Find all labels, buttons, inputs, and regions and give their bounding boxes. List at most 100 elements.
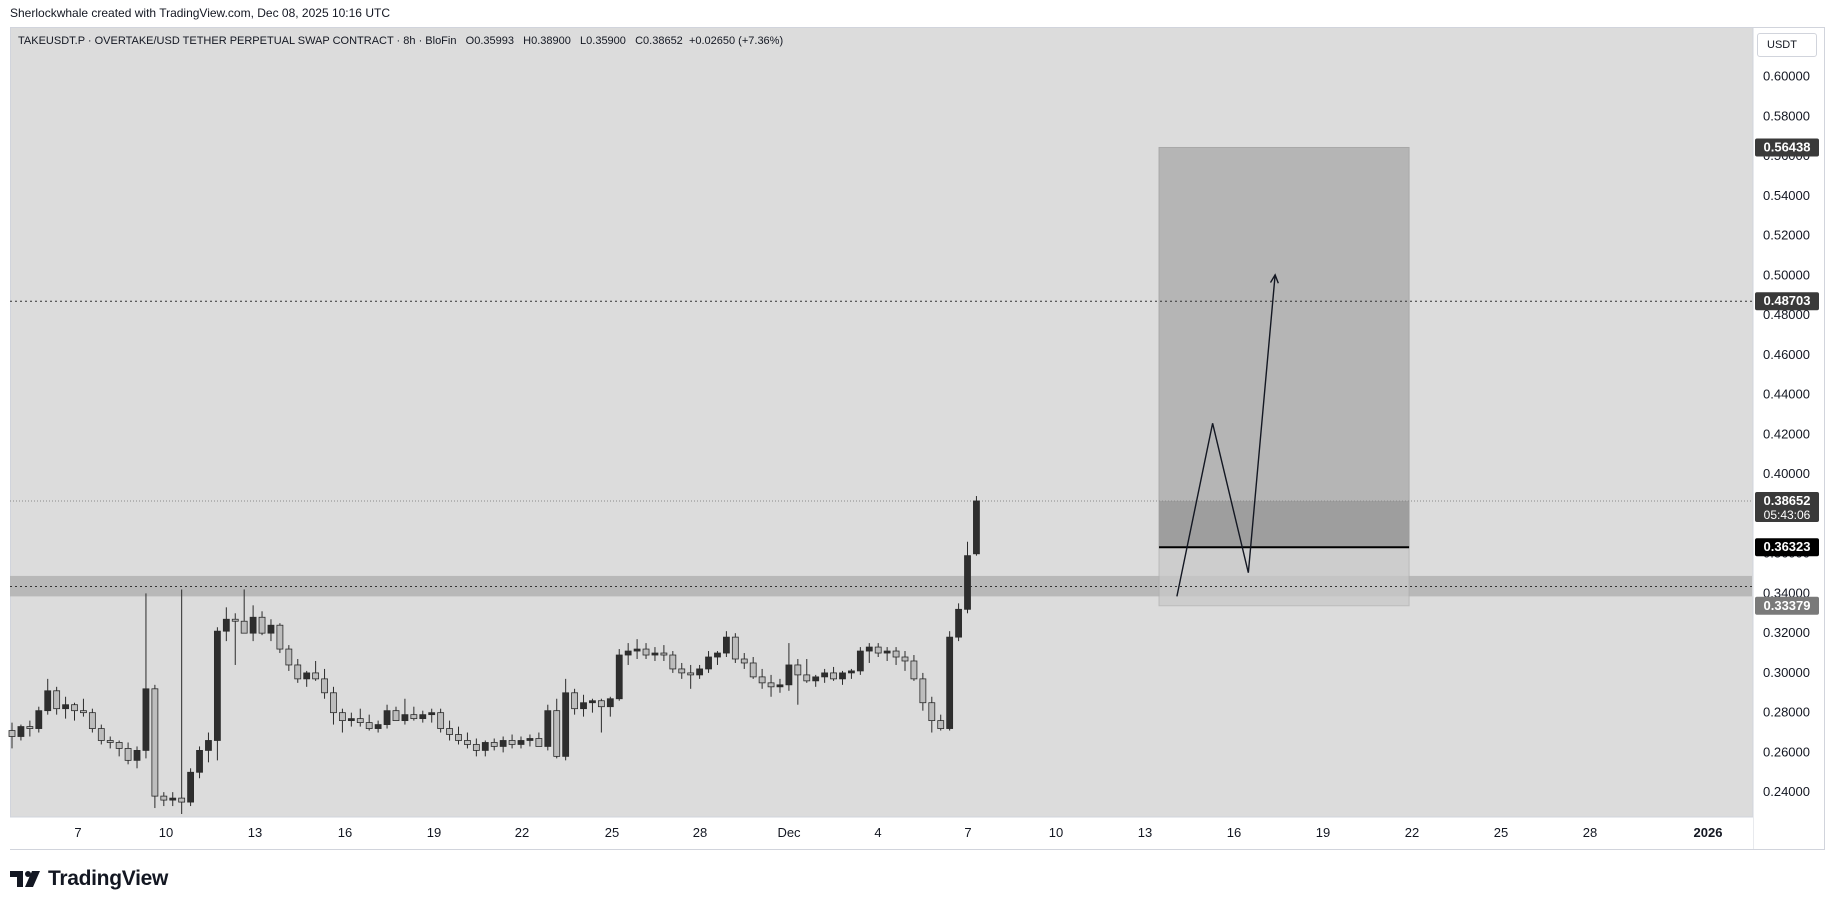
candle-body-up	[883, 650, 891, 654]
candle-body-down	[767, 682, 775, 688]
candle-body-down	[901, 656, 909, 662]
candle-body-up	[142, 688, 150, 751]
countdown-label-text: 05:43:06	[1764, 508, 1811, 522]
candle-93	[839, 670, 846, 685]
candle-body-up	[401, 714, 409, 722]
candle-body-up	[973, 500, 980, 555]
candle-95	[856, 647, 864, 675]
candle-12	[115, 740, 123, 757]
candle-104	[937, 714, 945, 731]
candle-73	[660, 645, 668, 661]
currency-selector-button[interactable]: USDT	[1757, 33, 1817, 57]
position-open-pnl-zone	[1159, 500, 1410, 548]
candle-body-down	[490, 742, 498, 747]
candle-26	[240, 589, 248, 634]
chart-pane[interactable]	[10, 27, 1825, 850]
candle-body-up	[955, 608, 962, 638]
candle-body-down	[642, 648, 650, 656]
candle-87	[785, 643, 793, 691]
candle-body-down	[446, 728, 453, 735]
candle-body-down	[892, 650, 900, 658]
symbol-description: TAKEUSDT.P · OVERTAKE/USD TETHER PERPETU…	[18, 35, 457, 47]
candle-7	[71, 702, 78, 721]
candle-92	[830, 666, 837, 681]
candle-body-down	[687, 672, 695, 676]
candle-80	[723, 631, 730, 658]
candle-body-down	[285, 648, 293, 666]
candle-91	[821, 668, 829, 683]
tradingview-brand[interactable]: TradingView	[10, 866, 168, 892]
price-label-box	[1755, 292, 1819, 311]
candle-40	[365, 714, 373, 731]
candle-body-down	[339, 712, 346, 722]
candle-53	[481, 740, 489, 757]
candle-32	[294, 658, 302, 683]
candle-103	[928, 696, 936, 733]
candle-body-up	[544, 710, 552, 747]
candle-body-down	[678, 668, 686, 674]
candle-96	[865, 643, 873, 663]
candle-29	[267, 619, 275, 642]
candle-61	[553, 698, 561, 759]
candle-body-up	[839, 672, 846, 680]
time-tick-label: 7	[74, 825, 81, 840]
time-tick-label: 10	[1049, 825, 1063, 840]
candle-body-down	[455, 734, 462, 741]
candle-0	[8, 722, 16, 749]
candle-74	[669, 651, 677, 673]
time-tick-label: 13	[1138, 825, 1152, 840]
candle-38	[347, 712, 355, 727]
candle-97	[874, 643, 882, 658]
candle-body-up	[303, 672, 311, 680]
candle-71	[642, 643, 650, 659]
candle-14	[133, 746, 141, 769]
time-tick-label: 28	[1583, 825, 1597, 840]
candle-98	[883, 647, 891, 661]
price-tick-label: 0.28000	[1763, 705, 1810, 720]
candle-body-down	[731, 636, 739, 660]
candle-body-down	[749, 662, 757, 678]
time-tick-label: 25	[1494, 825, 1508, 840]
price-tick-label: 0.42000	[1763, 426, 1810, 441]
candle-body-down	[53, 690, 61, 710]
candle-33	[303, 670, 311, 687]
time-tick-label: 28	[693, 825, 707, 840]
candle-60	[544, 704, 552, 751]
candle-body-down	[669, 654, 677, 670]
candle-70	[633, 639, 641, 659]
candle-83	[749, 657, 757, 679]
candle-body-down	[660, 652, 668, 656]
candle-body-down	[330, 692, 337, 714]
candle-2	[26, 720, 34, 737]
candle-6	[62, 696, 69, 719]
candle-body-down	[410, 714, 418, 720]
candle-body-up	[347, 718, 355, 722]
candle-42	[383, 704, 391, 729]
candle-body-down	[437, 712, 445, 729]
long-position-tool	[1158, 146, 1410, 607]
candle-body-down	[178, 797, 186, 803]
ohlc-high: H0.38900	[523, 35, 571, 47]
candle-body-down	[794, 664, 802, 676]
candle-body-up	[964, 555, 971, 610]
candle-76	[687, 664, 695, 689]
candle-body-down	[8, 730, 16, 737]
candle-34	[312, 660, 320, 681]
price-label-text: 0.48703	[1764, 293, 1811, 308]
candle-21	[196, 746, 203, 779]
candle-body-up	[696, 668, 704, 676]
price-label-text: 0.38652	[1764, 493, 1811, 508]
candle-body-down	[71, 704, 78, 712]
candle-23	[213, 627, 221, 761]
time-axis-background	[10, 817, 1753, 849]
candle-19	[178, 589, 186, 815]
candle-body-up	[812, 676, 820, 682]
ohlc-change: +0.02650 (+7.36%)	[688, 35, 784, 47]
candle-body-up	[705, 656, 712, 670]
candle-body-up	[776, 684, 784, 688]
candle-36	[330, 686, 337, 725]
horizontal-levels	[10, 300, 1752, 587]
candle-46	[419, 710, 427, 723]
